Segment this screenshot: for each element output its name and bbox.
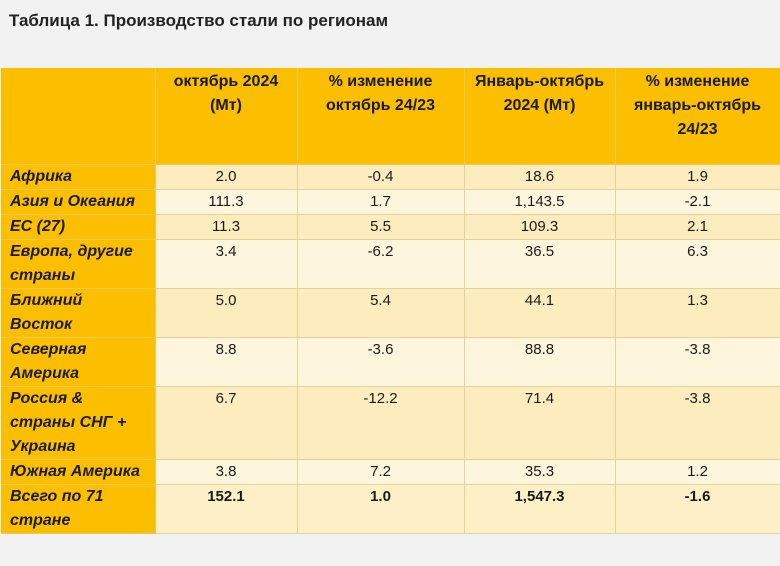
- oct-value: 6.7: [155, 386, 298, 460]
- ytd-value: 109.3: [464, 214, 616, 240]
- ytd-value: 88.8: [464, 337, 616, 387]
- table-row: ЕС (27) 11.3 5.5 109.3 2.1: [1, 214, 780, 240]
- header-row: октябрь 2024 (Мт) % изменение октябрь 24…: [1, 68, 780, 165]
- total-row: Всего по 71 стране 152.1 1.0 1,547.3 -1.…: [1, 484, 780, 534]
- ytd-value: 36.5: [464, 239, 616, 289]
- table-row: Европа, другие страны 3.4 -6.2 36.5 6.3: [1, 239, 780, 289]
- ytd-change-value: -3.8: [615, 337, 780, 387]
- region-name: Ближний Восток: [1, 288, 156, 338]
- oct-value: 5.0: [155, 288, 298, 338]
- oct-value: 3.8: [155, 459, 298, 485]
- region-name: Северная Америка: [1, 337, 156, 387]
- ytd-value: 35.3: [464, 459, 616, 485]
- header-oct-change: % изменение октябрь 24/23: [297, 68, 465, 165]
- header-ytd-2024: Январь-октябрь 2024 (Мт): [464, 68, 616, 165]
- ytd-value: 18.6: [464, 164, 616, 190]
- ytd-change-value: 6.3: [615, 239, 780, 289]
- oct-change-value: 7.2: [297, 459, 465, 485]
- ytd-change-value: -2.1: [615, 189, 780, 215]
- ytd-value: 71.4: [464, 386, 616, 460]
- table-row: Россия & страны СНГ + Украина 6.7 -12.2 …: [1, 386, 780, 460]
- region-name: ЕС (27): [1, 214, 156, 240]
- oct-change-value: 5.4: [297, 288, 465, 338]
- total-oct-change-value: 1.0: [297, 484, 465, 534]
- ytd-change-value: 2.1: [615, 214, 780, 240]
- total-oct-value: 152.1: [155, 484, 298, 534]
- oct-change-value: 5.5: [297, 214, 465, 240]
- table-row: Северная Америка 8.8 -3.6 88.8 -3.8: [1, 337, 780, 387]
- oct-value: 2.0: [155, 164, 298, 190]
- table-row: Африка 2.0 -0.4 18.6 1.9: [1, 164, 780, 190]
- total-label: Всего по 71 стране: [1, 484, 156, 534]
- steel-production-table: октябрь 2024 (Мт) % изменение октябрь 24…: [1, 68, 780, 534]
- header-region: [1, 68, 156, 165]
- table-row: Южная Америка 3.8 7.2 35.3 1.2: [1, 459, 780, 485]
- header-ytd-change: % изменение январь-октябрь 24/23: [615, 68, 780, 165]
- oct-change-value: -3.6: [297, 337, 465, 387]
- oct-value: 111.3: [155, 189, 298, 215]
- region-name: Россия & страны СНГ + Украина: [1, 386, 156, 460]
- ytd-change-value: 1.9: [615, 164, 780, 190]
- total-ytd-value: 1,547.3: [464, 484, 616, 534]
- table-row: Ближний Восток 5.0 5.4 44.1 1.3: [1, 288, 780, 338]
- ytd-value: 1,143.5: [464, 189, 616, 215]
- oct-value: 8.8: [155, 337, 298, 387]
- oct-value: 11.3: [155, 214, 298, 240]
- region-name: Южная Америка: [1, 459, 156, 485]
- table-title: Таблица 1. Производство стали по региона…: [9, 11, 389, 30]
- region-name: Азия и Океания: [1, 189, 156, 215]
- oct-value: 3.4: [155, 239, 298, 289]
- region-name: Африка: [1, 164, 156, 190]
- ytd-change-value: 1.3: [615, 288, 780, 338]
- oct-change-value: -0.4: [297, 164, 465, 190]
- region-name: Европа, другие страны: [1, 239, 156, 289]
- ytd-change-value: -3.8: [615, 386, 780, 460]
- ytd-value: 44.1: [464, 288, 616, 338]
- header-oct-2024: октябрь 2024 (Мт): [155, 68, 298, 165]
- oct-change-value: -6.2: [297, 239, 465, 289]
- oct-change-value: -12.2: [297, 386, 465, 460]
- total-ytd-change-value: -1.6: [615, 484, 780, 534]
- oct-change-value: 1.7: [297, 189, 465, 215]
- table-row: Азия и Океания 111.3 1.7 1,143.5 -2.1: [1, 189, 780, 215]
- ytd-change-value: 1.2: [615, 459, 780, 485]
